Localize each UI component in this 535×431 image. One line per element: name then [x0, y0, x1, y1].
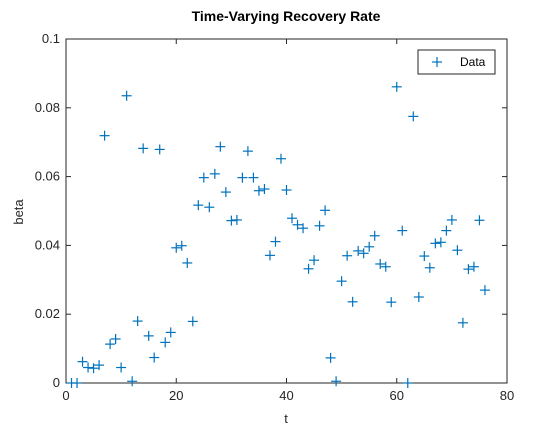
data-point	[160, 337, 171, 348]
data-point	[204, 202, 215, 213]
data-point	[105, 339, 116, 350]
data-point	[287, 213, 298, 224]
data-point	[457, 317, 468, 328]
data-point	[253, 185, 264, 196]
data-point	[369, 230, 380, 241]
legend-marker	[432, 57, 442, 67]
y-tick-label: 0.08	[35, 100, 60, 115]
data-point	[435, 237, 446, 248]
data-point	[430, 238, 441, 249]
data-point	[353, 245, 364, 256]
data-point	[281, 185, 292, 196]
data-point	[226, 215, 237, 226]
data-point	[331, 376, 342, 387]
legend-label: Data	[460, 55, 486, 69]
data-point	[138, 143, 149, 154]
data-point	[380, 261, 391, 272]
data-point	[110, 333, 121, 344]
data-point	[314, 220, 325, 231]
data-point	[397, 225, 408, 236]
data-point	[479, 285, 490, 296]
y-axis-label: beta	[11, 199, 26, 225]
data-point	[419, 251, 430, 262]
data-point	[375, 258, 386, 269]
x-tick-label: 80	[500, 388, 514, 403]
x-tick-label: 0	[62, 388, 69, 403]
data-point	[88, 363, 99, 374]
data-point	[468, 261, 479, 272]
data-point	[259, 183, 270, 194]
data-point	[99, 130, 110, 141]
data-point	[336, 276, 347, 287]
data-point	[132, 316, 143, 327]
data-point	[358, 248, 369, 259]
data-point	[83, 362, 94, 373]
data-point	[298, 223, 309, 234]
data-point	[248, 172, 259, 183]
data-point	[187, 316, 198, 327]
data-point	[182, 257, 193, 268]
data-point	[463, 264, 474, 275]
data-point	[309, 255, 320, 266]
data-point	[325, 352, 336, 363]
data-point	[72, 378, 83, 388]
data-point	[94, 360, 105, 371]
data-point	[264, 250, 275, 261]
y-tick-label: 0.04	[35, 237, 60, 252]
data-point	[424, 262, 435, 273]
y-tick-label: 0.1	[42, 31, 60, 46]
data-point	[77, 356, 88, 367]
data-point	[408, 111, 419, 122]
data-point	[127, 376, 138, 387]
data-point	[220, 187, 231, 198]
data-point	[446, 214, 457, 225]
data-point	[116, 362, 127, 373]
data-point	[242, 146, 253, 157]
chart-title: Time-Varying Recovery Rate	[192, 8, 381, 24]
data-point	[237, 172, 248, 183]
data-point	[215, 141, 226, 152]
data-point	[441, 225, 452, 236]
data-point	[402, 378, 413, 388]
data-point	[413, 292, 424, 302]
y-tick-label: 0.02	[35, 306, 60, 321]
data-point	[143, 330, 154, 341]
data-point	[320, 205, 331, 216]
plot-area: 0 20 40 60 80 0 0.02 0.04 0.06 0.08 0.1 Data	[35, 31, 515, 403]
x-axis-label: t	[284, 411, 288, 426]
data-point	[364, 241, 375, 252]
data-point	[193, 200, 204, 211]
data-point	[231, 214, 242, 225]
data-point	[292, 219, 303, 230]
x-tick-label: 60	[390, 388, 404, 403]
data-point	[121, 90, 132, 101]
data-point	[342, 250, 353, 261]
data-point	[386, 297, 397, 308]
data-point	[347, 296, 358, 307]
data-point	[452, 245, 463, 256]
data-point	[176, 240, 187, 251]
data-point	[165, 327, 176, 338]
legend-box	[417, 49, 496, 75]
data-point	[198, 172, 209, 183]
y-tick-label: 0.06	[35, 169, 60, 184]
data-point	[303, 263, 314, 274]
x-tick-label: 40	[279, 388, 293, 403]
data-point	[275, 153, 286, 164]
data-point	[171, 242, 182, 253]
data-point	[270, 236, 281, 247]
data-point	[474, 215, 485, 226]
y-tick-label: 0	[53, 375, 60, 390]
data-point	[149, 352, 160, 363]
data-point	[154, 144, 165, 155]
data-point	[209, 168, 220, 179]
axes-box	[65, 38, 508, 384]
x-tick-label: 20	[169, 388, 183, 403]
data-point	[391, 81, 402, 92]
